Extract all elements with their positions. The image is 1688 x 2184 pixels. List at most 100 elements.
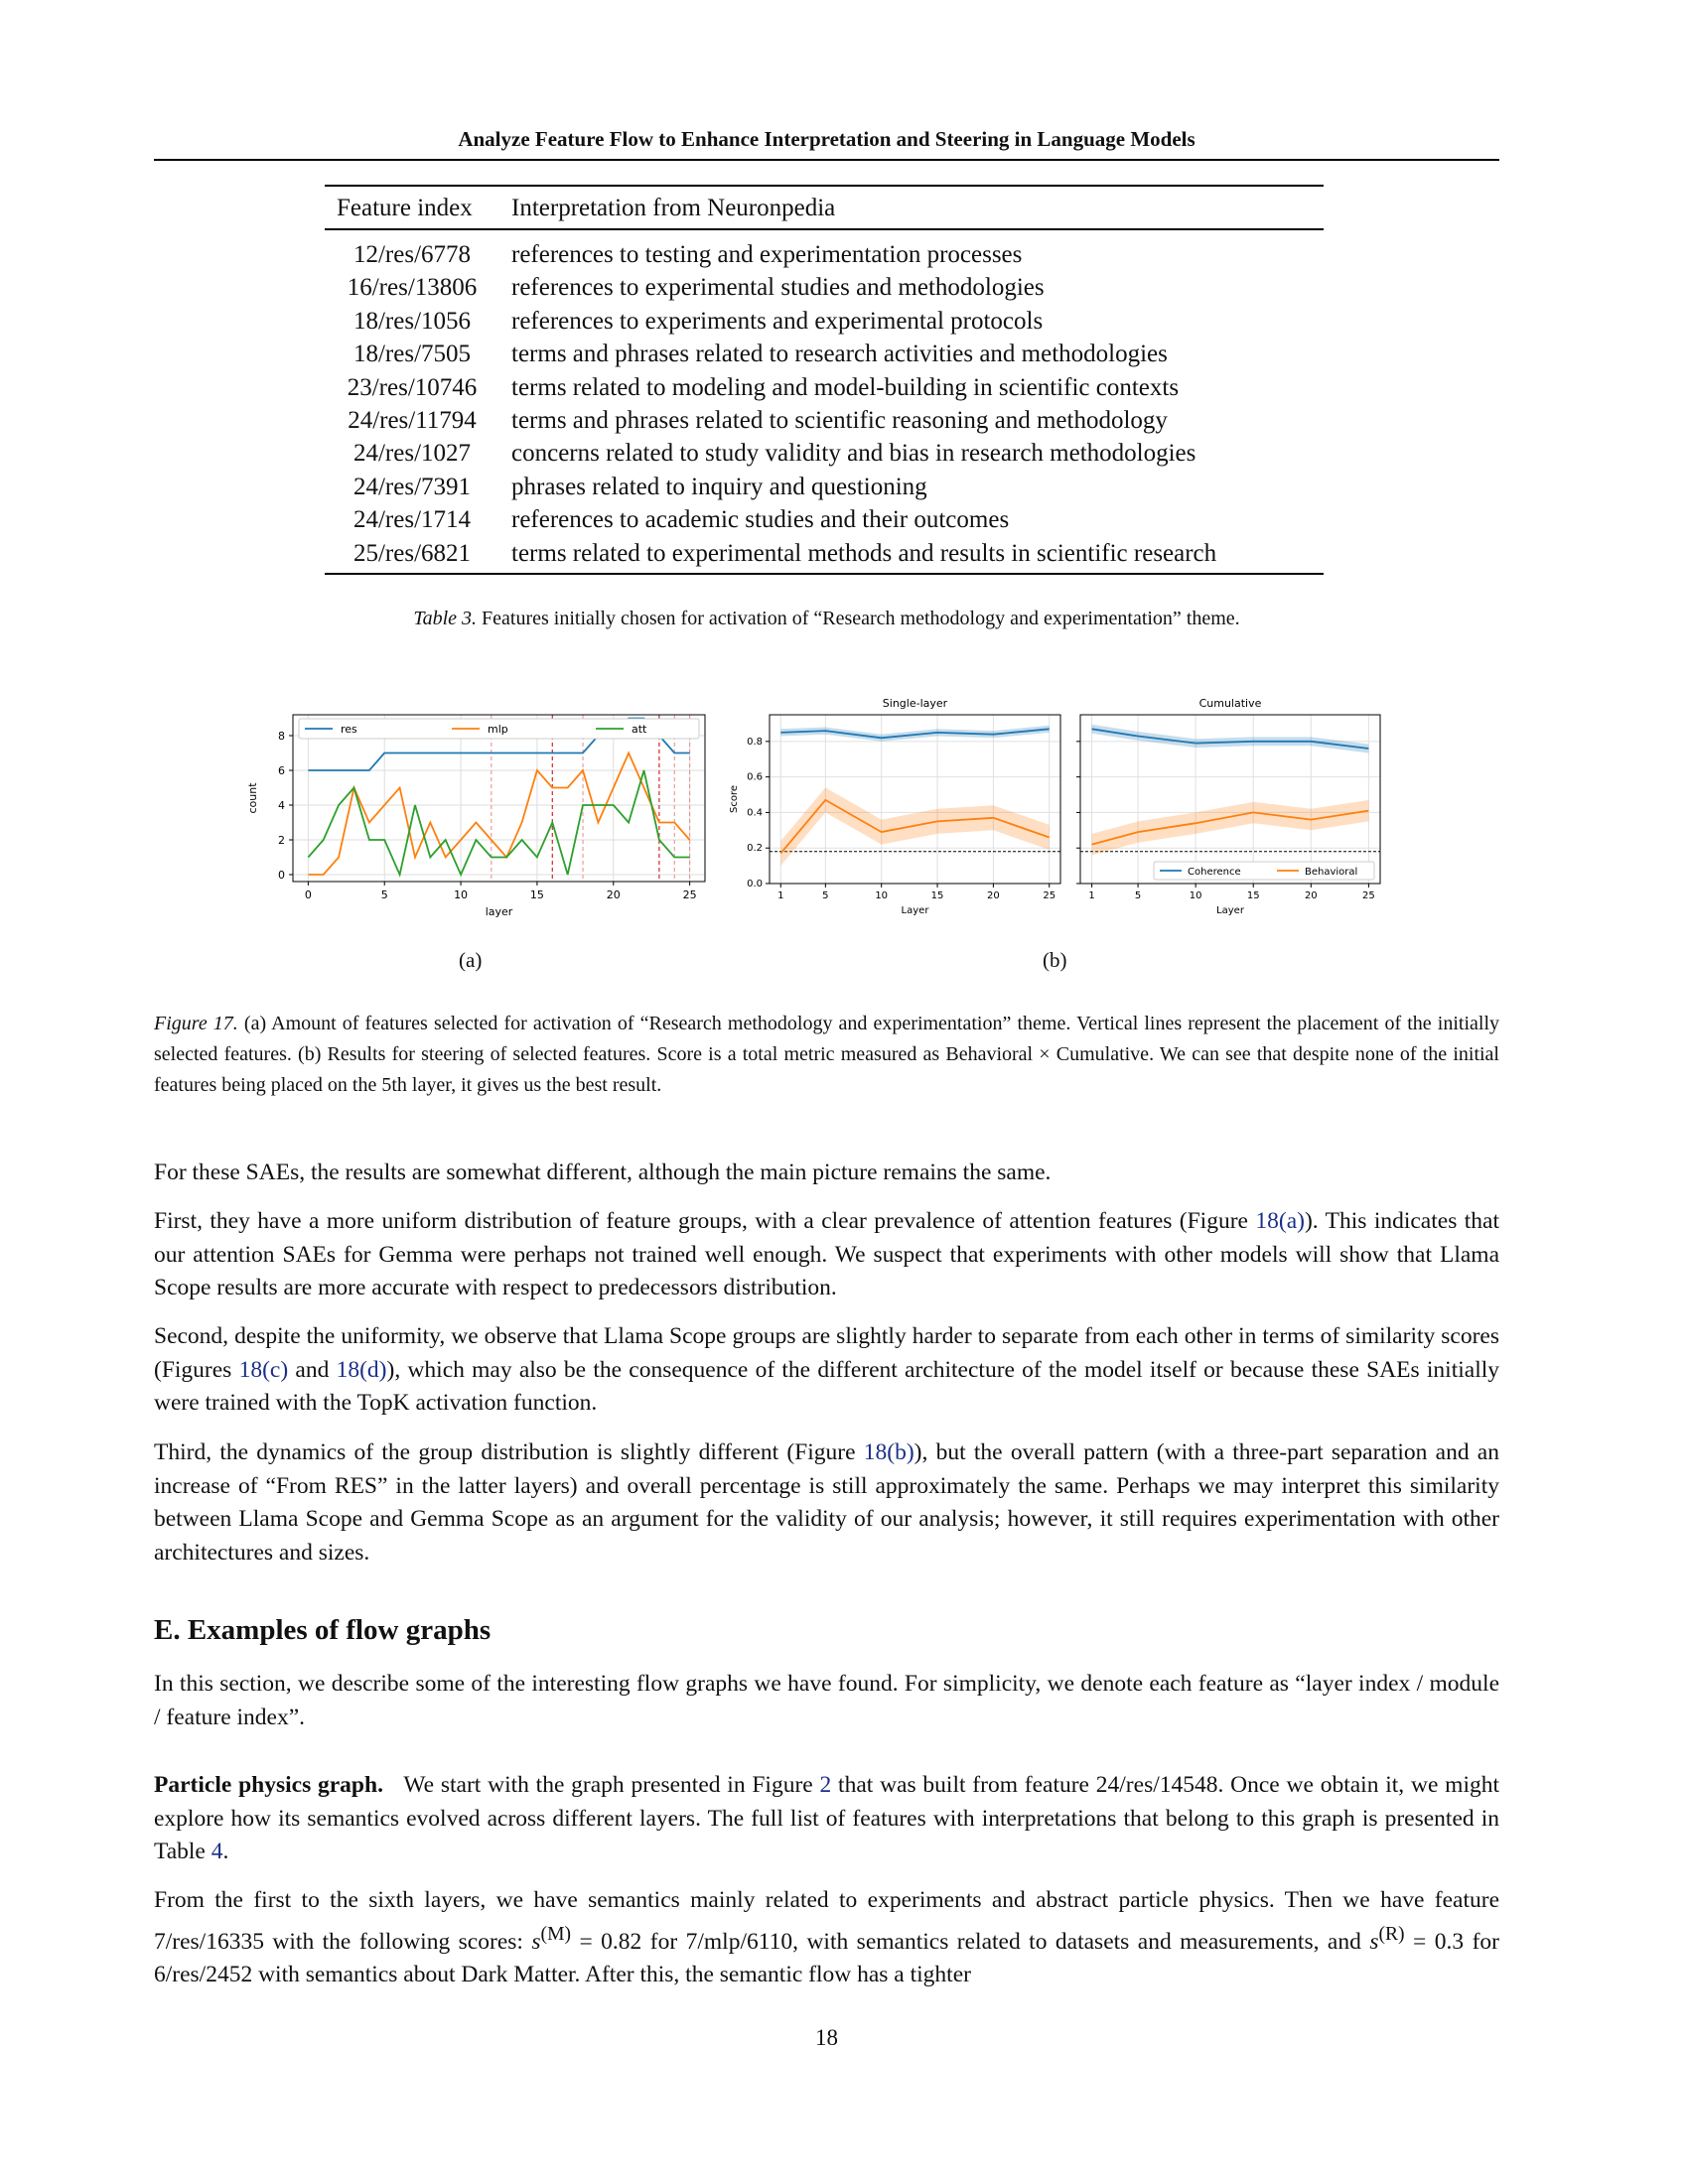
math-value: = 0.3 xyxy=(1404,1928,1465,1955)
feature-index-cell: 16/res/13806 xyxy=(347,274,478,302)
table-row: 24/res/1714 references to academic studie… xyxy=(325,503,1324,536)
feature-index-cell: 24/res/11794 xyxy=(348,407,477,435)
interpretation-cell: references to experiments and experiment… xyxy=(511,307,1044,335)
y-tick-label: 0.8 xyxy=(747,737,763,748)
table-4-link[interactable]: 4 xyxy=(211,1839,223,1864)
section-heading-e: E. Examples of flow graphs xyxy=(154,1614,492,1646)
table-row: 18/res/1056 references to experiments and… xyxy=(325,305,1324,338)
x-axis-label: Layer xyxy=(1216,905,1245,916)
paragraph-7-text: From the first to the sixth layers, we h… xyxy=(154,1887,1499,1955)
x-tick-label: 0 xyxy=(305,888,312,901)
confidence-band-Behavioral xyxy=(780,787,1050,867)
figure-18b-link[interactable]: 18(b) xyxy=(863,1439,914,1465)
paragraph-2: First, they have a more uniform distribu… xyxy=(154,1205,1499,1305)
figure-2-link[interactable]: 2 xyxy=(819,1772,832,1798)
series-line-Coherence xyxy=(1091,728,1369,750)
table-3-caption-text: Features initially chosen for activation… xyxy=(482,608,1240,629)
paragraph-7-text: for 6/res/2452 with semantics about Dark… xyxy=(154,1928,1499,1987)
y-tick-label: 6 xyxy=(278,764,285,777)
plot-frame xyxy=(292,714,706,883)
legend-label-res: res xyxy=(341,723,357,736)
x-tick-label: 25 xyxy=(1043,890,1055,901)
figure-17-caption: Figure 17. (a) Amount of features select… xyxy=(154,1009,1499,1101)
column-header-interpretation: Interpretation from Neuronpedia xyxy=(499,185,1324,230)
paragraph-4-text: Third, the dynamics of the group distrib… xyxy=(154,1439,864,1465)
math-value: = 0.82 xyxy=(571,1928,642,1955)
paragraph-2-text: First, they have a more uniform distribu… xyxy=(154,1208,1256,1234)
math-superscript-m: (M) xyxy=(540,1923,571,1945)
paragraph-6: Particle physics graph. We start with th… xyxy=(154,1769,1499,1869)
table-row: 25/res/6821 terms related to experimental… xyxy=(325,536,1324,576)
legend-label-att: att xyxy=(632,723,647,736)
figure-18d-link[interactable]: 18(d) xyxy=(336,1356,387,1383)
paragraph-6-text: that was built from feature 24/res/14548… xyxy=(154,1772,1499,1864)
paragraph-3-text: ), which may also be the consequence of … xyxy=(154,1356,1500,1417)
interpretation-cell: references to experimental studies and m… xyxy=(511,274,1045,302)
x-tick-label: 20 xyxy=(987,890,1000,901)
paragraph-3-text: Second, despite the uniformity, we obser… xyxy=(154,1323,1499,1383)
header-rule xyxy=(154,159,1499,161)
table-3: Feature index Interpretation from Neuron… xyxy=(325,185,1324,576)
interpretation-cell: phrases related to inquiry and questioni… xyxy=(511,473,927,500)
x-tick-label: 10 xyxy=(454,888,468,901)
y-tick-label: 2 xyxy=(278,834,285,847)
feature-index-cell: 24/res/7391 xyxy=(352,473,472,500)
panel-title: Cumulative xyxy=(1199,697,1262,710)
subcaption-b: (b) xyxy=(1043,948,1067,972)
y-tick-label: 0.2 xyxy=(747,843,763,854)
paragraph-3: Second, despite the uniformity, we obser… xyxy=(154,1320,1499,1421)
x-tick-label: 5 xyxy=(822,890,828,901)
y-tick-label: 0.0 xyxy=(747,879,763,889)
x-tick-label: 20 xyxy=(1305,890,1318,901)
table-header-row: Feature index Interpretation from Neuron… xyxy=(325,185,1324,230)
feature-index-cell: 18/res/7505 xyxy=(352,341,472,368)
confidence-band-Coherence xyxy=(1091,724,1369,753)
x-tick-label: 20 xyxy=(607,888,621,901)
feature-index-cell: 18/res/1056 xyxy=(352,307,472,335)
page-number: 18 xyxy=(815,2025,838,2050)
confidence-band-Coherence xyxy=(780,725,1050,742)
figure-17-caption-text: (a) Amount of features selected for acti… xyxy=(154,1013,1499,1096)
x-tick-label: 5 xyxy=(1135,890,1141,901)
interpretation-cell: terms related to experimental methods an… xyxy=(499,536,1324,576)
y-tick-label: 8 xyxy=(278,730,285,743)
legend-label-Behavioral: Behavioral xyxy=(1305,867,1357,878)
legend-label-Coherence: Coherence xyxy=(1188,867,1241,878)
feature-index-cell: 24/res/1027 xyxy=(352,440,472,468)
table-3-caption: Table 3. Features initially chosen for a… xyxy=(154,608,1499,630)
figure-18c-link[interactable]: 18(c) xyxy=(238,1356,289,1383)
figure-18a-link[interactable]: 18(a) xyxy=(1255,1208,1305,1234)
x-tick-label: 15 xyxy=(1247,890,1260,901)
x-tick-label: 15 xyxy=(931,890,944,901)
column-header-feature-index: Feature index xyxy=(325,185,499,230)
y-axis-label: count xyxy=(246,782,259,814)
x-tick-label: 15 xyxy=(530,888,544,901)
feature-index-cell: 24/res/1714 xyxy=(352,506,472,534)
feature-index-cell: 23/res/10746 xyxy=(347,373,478,401)
paragraph-7-text: for 7/mlp/6110, with semantics related t… xyxy=(641,1928,1370,1955)
table-row: 24/res/11794 terms and phrases related to… xyxy=(325,404,1324,437)
interpretation-cell: references to testing and experimentatio… xyxy=(511,241,1023,268)
x-tick-label: 1 xyxy=(777,890,783,901)
table-row: 12/res/6778 references to testing and exp… xyxy=(325,229,1324,271)
paragraph-6-heading: Particle physics graph. xyxy=(154,1772,383,1798)
plot-frame xyxy=(1079,714,1381,885)
math-s-m: s xyxy=(531,1928,541,1955)
panel-title: Single-layer xyxy=(883,697,948,710)
table-row: 16/res/13806 references to experimental s… xyxy=(325,271,1324,304)
table-row: 24/res/7391 phrases related to inquiry an… xyxy=(325,471,1324,503)
table-3-caption-label: Table 3. xyxy=(413,608,478,629)
table-row: 24/res/1027 concerns related to study val… xyxy=(325,437,1324,470)
table-row: 18/res/7505 terms and phrases related to … xyxy=(325,338,1324,370)
legend-box xyxy=(298,718,700,740)
confidence-band-Behavioral xyxy=(1091,799,1369,856)
series-line-att xyxy=(307,769,690,878)
x-tick-label: 10 xyxy=(1190,890,1202,901)
x-tick-label: 25 xyxy=(1362,890,1375,901)
paragraph-6-text: . xyxy=(222,1839,229,1864)
interpretation-cell: references to academic studies and their… xyxy=(511,506,1010,534)
series-line-Behavioral xyxy=(1091,809,1369,846)
x-axis-label: layer xyxy=(486,905,513,918)
y-tick-label: 4 xyxy=(278,799,285,812)
interpretation-cell: terms related to modeling and model-buil… xyxy=(511,373,1180,401)
